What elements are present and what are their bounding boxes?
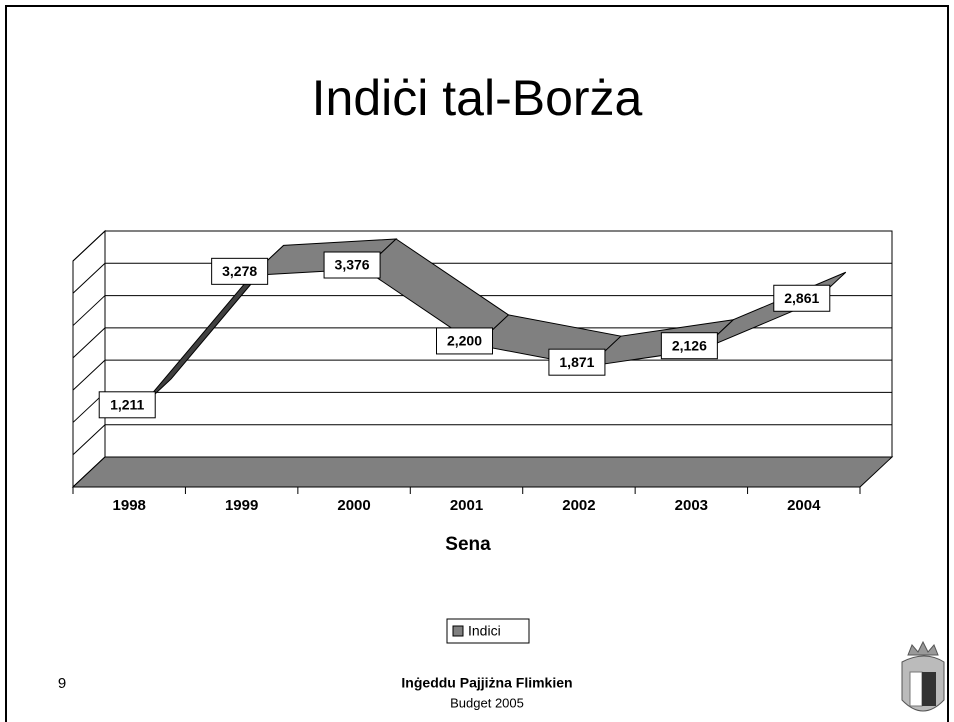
- chart-title: Indiċi tal-Borża: [312, 70, 643, 126]
- page-number: 9: [58, 675, 66, 692]
- data-label-text: 3,278: [222, 263, 257, 279]
- grid-line: [72, 424, 106, 456]
- legend-label: Indici: [468, 623, 501, 639]
- x-axis-label: Sena: [445, 534, 491, 555]
- data-label-box: [660, 332, 718, 360]
- data-label-text: 1,211: [110, 397, 144, 413]
- footer-subtitle: Budget 2005: [450, 695, 524, 710]
- data-label-text: 3,376: [335, 257, 370, 273]
- floor: [71, 456, 894, 488]
- legend-swatch: [452, 625, 464, 637]
- grid-line: [72, 262, 106, 294]
- legend: Indici: [446, 618, 530, 644]
- data-label: 1,871: [548, 348, 606, 376]
- data-label-box: [773, 284, 831, 312]
- x-tick-label: 2003: [675, 497, 708, 514]
- data-label: 2,861: [773, 284, 831, 312]
- side-wall: [72, 229, 106, 489]
- slide-border: [5, 5, 949, 722]
- grid-line: [72, 359, 106, 391]
- x-tick-label: 2001: [450, 497, 483, 514]
- data-label-text: 2,126: [672, 337, 707, 353]
- data-label: 2,200: [436, 327, 493, 355]
- data-label-box: [548, 348, 606, 376]
- data-label: 2,126: [660, 332, 718, 360]
- data-label-box: [98, 391, 156, 419]
- x-tick-label: 1999: [225, 497, 258, 514]
- x-tick-label: 2004: [787, 497, 821, 514]
- emblem: [901, 640, 945, 712]
- x-tick-label: 2000: [337, 497, 370, 514]
- data-label-box: [436, 327, 493, 355]
- data-label-text: 1,871: [559, 354, 594, 370]
- data-label: 3,376: [323, 251, 381, 279]
- data-label-box: [323, 251, 381, 279]
- x-tick-label: 2002: [562, 497, 595, 514]
- grid-line: [72, 327, 106, 359]
- footer-slogan: Inġeddu Pajjiżna Flimkien: [401, 675, 572, 691]
- x-tick-label: 1998: [113, 497, 146, 514]
- data-label-text: 2,861: [784, 290, 819, 306]
- data-label-box: [211, 257, 269, 285]
- data-label-text: 2,200: [447, 333, 482, 349]
- grid-line: [72, 230, 106, 262]
- data-label: 1,211: [98, 391, 156, 419]
- data-label: 3,278: [211, 257, 269, 285]
- grid-line: [72, 295, 106, 326]
